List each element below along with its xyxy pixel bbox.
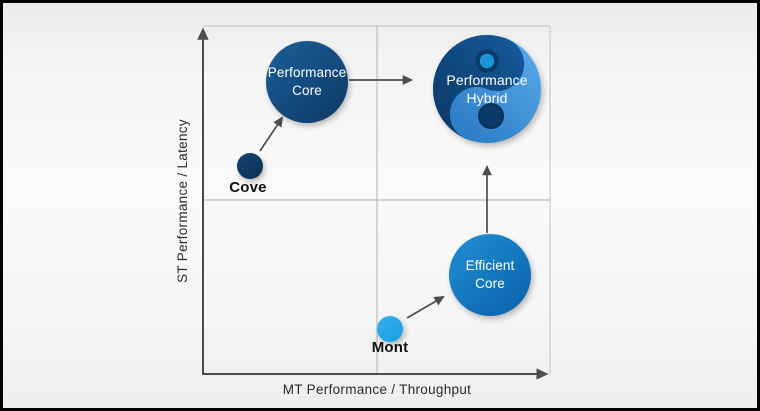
yin-yang-icon bbox=[433, 34, 541, 143]
arrow-cove-to-performance-core bbox=[259, 116, 284, 152]
performance-hybrid-bubble bbox=[433, 34, 541, 143]
efficient-core-bubble bbox=[449, 234, 531, 316]
cove-bubble bbox=[237, 153, 263, 179]
yin-yang-bottom-dot bbox=[478, 103, 504, 129]
y-axis-label: ST Performance / Latency bbox=[175, 119, 190, 283]
x-axis-label: MT Performance / Throughput bbox=[282, 382, 472, 397]
yin-yang-top-dot bbox=[475, 49, 499, 73]
core-roadmap-diagram bbox=[197, 25, 551, 380]
mont-label: Mont bbox=[371, 339, 409, 356]
performance-core-bubble bbox=[266, 41, 348, 123]
cove-label: Cove bbox=[229, 179, 267, 196]
arrow-mont-to-efficient-core bbox=[406, 295, 445, 319]
mont-bubble bbox=[377, 316, 403, 342]
